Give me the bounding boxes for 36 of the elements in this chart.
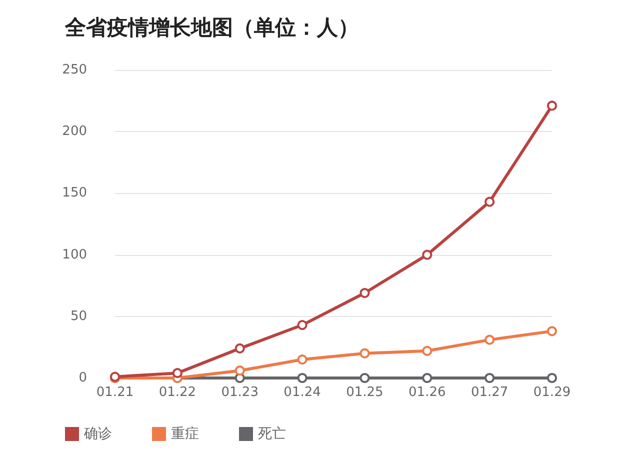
point [234, 366, 245, 376]
point [297, 373, 308, 383]
point [234, 343, 245, 354]
chart-title: 全省疫情增长地图（单位：人） [64, 16, 359, 40]
y-tick-label: 150 [62, 186, 87, 201]
point [360, 348, 370, 358]
point [547, 373, 557, 383]
x-tick-label: 01.25 [346, 385, 384, 400]
point [484, 334, 495, 345]
legend-label: 死亡 [258, 426, 286, 442]
x-tick-label: 01.23 [221, 385, 258, 400]
legend-label: 重症 [171, 426, 199, 442]
x-tick-label: 01.24 [284, 385, 321, 400]
point [484, 196, 495, 207]
point [360, 288, 370, 298]
point [172, 368, 182, 378]
x-tick-label: 01.27 [470, 385, 508, 400]
x-tick-label: 01.26 [408, 385, 446, 400]
point [297, 354, 308, 365]
point [422, 250, 432, 260]
y-tick-label: 100 [62, 247, 87, 262]
point [547, 100, 557, 111]
point [297, 320, 308, 330]
point [484, 373, 495, 383]
y-tick-label: 200 [62, 124, 87, 140]
y-tick-label: 250 [62, 62, 87, 78]
x-tick-label: 01.21 [96, 385, 134, 400]
point [547, 326, 557, 336]
x-tick-label: 01.29 [533, 385, 571, 400]
y-tick-label: 50 [70, 308, 87, 324]
point [422, 346, 432, 356]
legend-label: 确诊 [83, 426, 112, 442]
x-tick-label: 01.22 [158, 385, 196, 400]
point [360, 373, 370, 383]
y-tick-label: 0 [78, 370, 87, 386]
point [422, 373, 432, 383]
